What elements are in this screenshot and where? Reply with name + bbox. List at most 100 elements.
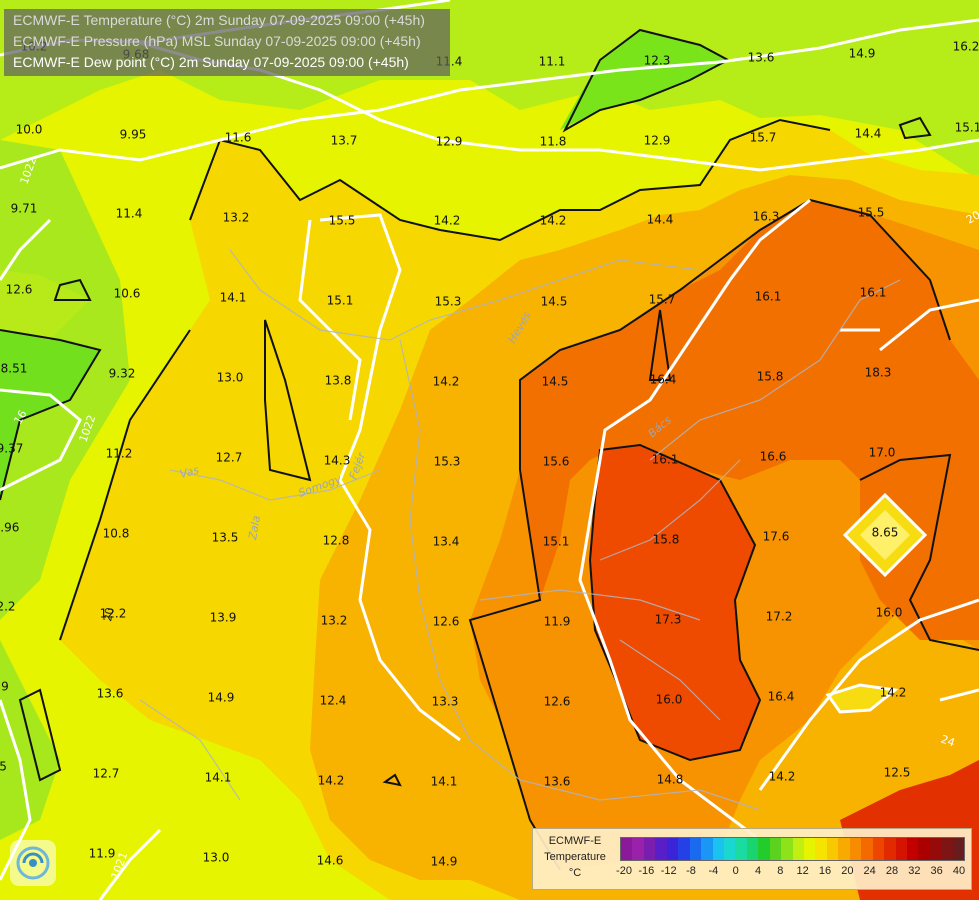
red-orange-core: [590, 445, 760, 760]
legend-swatch: [746, 838, 759, 860]
temperature-value: 11.2: [106, 447, 133, 461]
temperature-value: 14.9: [849, 47, 876, 61]
legend-swatch: [781, 838, 793, 860]
temperature-value: 14.1: [431, 775, 458, 789]
temperature-value-edge: 2.2: [0, 600, 16, 614]
temperature-value: 12.9: [644, 134, 671, 148]
legend-swatch: [941, 838, 953, 860]
legend-title-variable: Temperature: [544, 851, 606, 863]
temperature-value: 8.51: [1, 362, 28, 376]
legend-color-bar: [620, 837, 965, 861]
temperature-value: 14.2: [769, 770, 796, 784]
legend-swatch: [723, 838, 736, 860]
temperature-value: 14.4: [647, 213, 674, 227]
title-pressure: ECMWF-E Pressure (hPa) MSL Sunday 07-09-…: [13, 33, 421, 49]
temperature-value: 16.2: [953, 40, 979, 54]
temperature-value: 14.1: [220, 291, 247, 305]
legend-swatch: [769, 838, 782, 860]
temperature-value: 16.1: [860, 286, 887, 300]
title-temperature: ECMWF-E Temperature (°C) 2m Sunday 07-09…: [13, 12, 425, 28]
temperature-value: 14.5: [541, 295, 568, 309]
legend-swatch: [643, 838, 656, 860]
temperature-value: 16.1: [652, 453, 679, 467]
temperature-value: 17.0: [869, 446, 896, 460]
temperature-value: 14.1: [205, 771, 232, 785]
legend-tick-label: 32: [908, 865, 921, 877]
green-west-strip: [0, 270, 90, 340]
temperature-value: 9.95: [120, 128, 147, 142]
temperature-legend: ECMWF-E Temperature °C -20 -16 -12 -8 -4 0 4 8 1…: [532, 828, 972, 890]
legend-swatch: [826, 838, 839, 860]
temperature-value: 11.9: [89, 847, 116, 861]
temperature-value: 14.5: [542, 375, 569, 389]
temperature-value: 12.5: [884, 766, 911, 780]
temperature-value: 15.6: [543, 455, 570, 469]
legend-tick-label: -16: [638, 865, 655, 877]
map-title-box: ECMWF-E Temperature (°C) 2m Sunday 07-09…: [4, 9, 450, 76]
legend-swatch: [815, 838, 827, 860]
legend-tick-label: 28: [885, 865, 899, 877]
temperature-value: 16.4: [768, 690, 795, 704]
green-patch-ne: [560, 30, 728, 130]
legend-swatch: [838, 838, 850, 860]
legend-swatch: [849, 838, 862, 860]
temperature-value: 15.3: [434, 455, 461, 469]
legend-swatch: [884, 838, 896, 860]
temperature-value: 12.6: [433, 615, 460, 629]
temperature-value: 11.4: [116, 207, 143, 221]
legend-tick-label: 8: [777, 865, 784, 877]
temperature-value: 12.7: [216, 451, 243, 465]
temperature-value: 11.6: [225, 131, 252, 145]
legend-tick-label: 24: [863, 865, 876, 877]
temperature-value: 11.1: [539, 55, 566, 69]
yellow-pocket-se: [828, 685, 895, 712]
region-label: Zala: [246, 514, 263, 541]
temperature-value: 12.7: [93, 767, 120, 781]
legend-tick-label: -12: [660, 865, 677, 877]
isobar-label: 20: [964, 208, 979, 226]
temperature-value: 17.3: [655, 613, 682, 627]
temperature-value: 13.4: [433, 535, 460, 549]
legend-unit: °C: [568, 867, 582, 879]
temperature-value: 14.4: [855, 127, 882, 141]
temperature-value: 14.6: [317, 854, 344, 868]
legend-tick-label: -8: [686, 865, 696, 877]
temperature-value: 13.0: [203, 851, 230, 865]
temperature-value: 14.9: [431, 855, 458, 869]
temperature-value: 15.8: [757, 370, 784, 384]
temperature-value: 13.0: [217, 371, 244, 385]
temperature-value: 16.6: [760, 450, 787, 464]
edge-values: 2.2 9 5: [0, 600, 16, 774]
temperature-value: 13.8: [325, 374, 352, 388]
temperature-value: 15.1: [955, 121, 979, 135]
legend-tick-label: 16: [818, 865, 832, 877]
legend-tick-label: 12: [796, 865, 809, 877]
temperature-value: 10.8: [103, 527, 130, 541]
temperature-value: 9.37: [0, 442, 23, 456]
isobar-label: 24: [939, 733, 957, 750]
legend-swatch: [655, 838, 667, 860]
temperature-value: 15.3: [435, 295, 462, 309]
temperature-value: 16.3: [753, 210, 780, 224]
temperature-value: 16.1: [755, 290, 782, 304]
legend-swatch: [735, 838, 747, 860]
temperature-value: 14.3: [324, 454, 351, 468]
temperature-value: 13.5: [212, 531, 239, 545]
legend-swatch: [804, 838, 816, 860]
temperature-value: 13.7: [331, 134, 358, 148]
legend-tick-label: 36: [930, 865, 943, 877]
yellow-pocket-east-inner: [860, 510, 910, 560]
temperature-value: 14.2: [880, 686, 907, 700]
legend-swatch: [792, 838, 804, 860]
legend-swatch: [952, 838, 965, 860]
temperature-value: 12.9: [436, 135, 463, 149]
temperature-values: 12.311.111.413.614.916.210.29.6810.09.95…: [0, 40, 979, 869]
title-dewpoint: ECMWF-E Dew point (°C) 2m Sunday 07-09-2…: [13, 54, 409, 70]
legend-swatch: [701, 838, 713, 860]
logo-icon: [10, 840, 56, 886]
temperature-value: 15.8: [653, 533, 680, 547]
green-patch-west: [0, 330, 100, 500]
temperature-value: 13.6: [544, 775, 571, 789]
temperature-value: 13.3: [432, 695, 459, 709]
